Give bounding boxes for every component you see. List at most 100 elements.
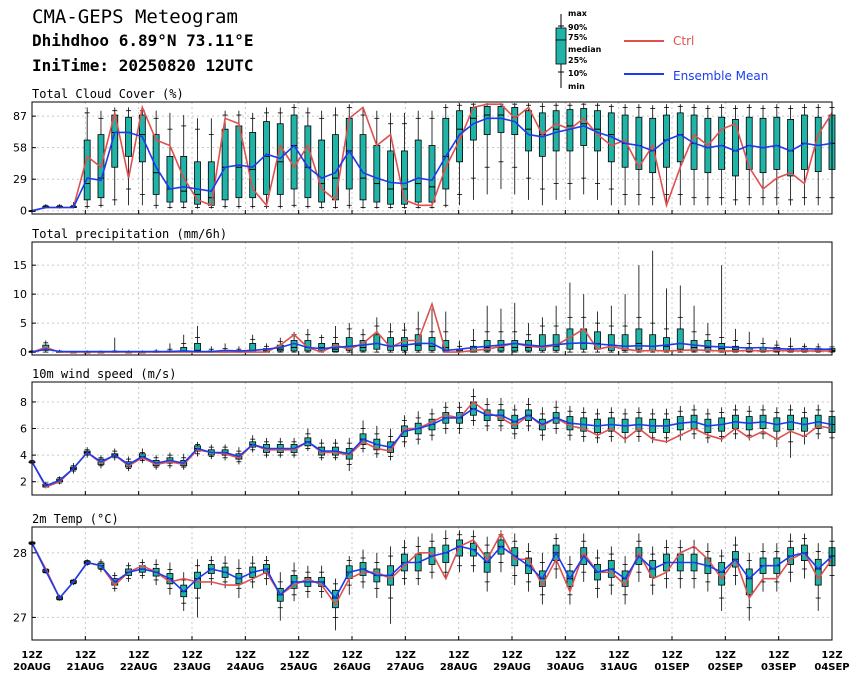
- box-plot: [166, 112, 174, 209]
- box-iqr: [773, 116, 781, 170]
- box-plot: [180, 115, 188, 209]
- legend-box-label: 90%: [568, 23, 587, 32]
- box-plot: [152, 110, 160, 209]
- box-iqr: [221, 128, 229, 201]
- box-plot: [690, 104, 698, 206]
- box-iqr: [483, 105, 491, 136]
- panel-title: Total precipitation (mm/6h): [32, 227, 227, 241]
- box-iqr: [635, 116, 643, 170]
- box-plot: [745, 331, 753, 353]
- box-plot: [801, 407, 808, 445]
- ensemble-mean-line: [31, 407, 833, 487]
- panel-1: Total Cloud Cover (%) 0 29 58 87: [13, 87, 836, 218]
- ensemble-mean-line: [31, 542, 833, 600]
- legend-box-upper: [555, 27, 567, 41]
- box-plot: [221, 110, 229, 209]
- box-iqr: [732, 118, 739, 177]
- y-tick-label: 27: [13, 611, 27, 624]
- box-iqr: [718, 116, 726, 170]
- x-tick-hour: 12Z: [821, 650, 842, 661]
- box-plot: [594, 103, 601, 200]
- box-iqr: [414, 139, 422, 203]
- box-plot: [718, 104, 726, 206]
- box-iqr: [263, 121, 270, 195]
- legend-box-label: 10%: [568, 69, 587, 78]
- x-tick-hour: 12Z: [715, 650, 736, 661]
- box-plot: [732, 328, 739, 353]
- ctrl-line: [31, 103, 833, 212]
- box-iqr: [814, 558, 822, 586]
- panel-frame: [31, 101, 833, 215]
- box-plot: [538, 103, 546, 206]
- box-plot: [387, 546, 395, 624]
- box-plot: [663, 104, 670, 206]
- box-plot: [787, 105, 795, 206]
- panel-title: 10m wind speed (m/s): [32, 367, 177, 381]
- box-plot: [801, 104, 808, 206]
- x-tick-hour: 12Z: [21, 650, 42, 661]
- x-tick-hour: 12Z: [555, 650, 576, 661]
- box-iqr: [621, 334, 629, 351]
- x-tick-hour: 12Z: [341, 650, 362, 661]
- box-iqr: [387, 150, 395, 205]
- y-tick-label: 28: [13, 547, 27, 560]
- box-plot: [635, 104, 643, 206]
- box-plot: [525, 323, 532, 353]
- legend-box-label: 25%: [568, 56, 587, 65]
- box-plot: [359, 328, 367, 353]
- box-plot: [125, 107, 132, 206]
- box-iqr: [428, 145, 436, 203]
- y-tick-label: 58: [13, 142, 27, 155]
- box-plot: [649, 546, 657, 595]
- box-iqr: [676, 112, 684, 163]
- box-iqr: [166, 155, 174, 203]
- box-plot: [373, 425, 381, 458]
- box-iqr: [801, 114, 808, 170]
- box-plot: [676, 285, 684, 353]
- box-iqr: [759, 117, 767, 174]
- x-tick-date: 04SEP: [814, 662, 849, 673]
- x-tick-date: 30AUG: [546, 662, 584, 673]
- box-plot: [594, 549, 601, 599]
- x-tick-hour: 12Z: [448, 650, 469, 661]
- box-plot: [704, 105, 712, 206]
- legend-box-lower: [555, 39, 567, 65]
- box-plot: [304, 428, 312, 452]
- box-plot: [745, 552, 753, 621]
- box-plot: [401, 323, 408, 353]
- box-iqr: [304, 125, 312, 199]
- box-plot: [483, 305, 491, 353]
- box-plot: [469, 328, 477, 353]
- legend-box-label: median: [568, 45, 602, 54]
- box-iqr: [525, 110, 532, 152]
- y-tick-label: 6: [20, 423, 27, 436]
- y-tick-label: 5: [20, 317, 27, 330]
- box-iqr: [552, 334, 560, 351]
- box-plot: [194, 326, 201, 353]
- box-plot: [290, 104, 298, 208]
- box-plot: [732, 105, 739, 206]
- box-plot: [249, 112, 257, 209]
- box-plot: [414, 311, 422, 353]
- box-iqr: [194, 571, 201, 589]
- box-plot: [456, 103, 463, 206]
- panel-4: 2m Temp (°C) 27 28: [13, 512, 836, 641]
- x-tick-hour: 12Z: [288, 650, 309, 661]
- box-plot: [649, 250, 657, 353]
- box-plot: [663, 288, 670, 353]
- box-iqr: [663, 114, 670, 168]
- y-tick-label: 10: [13, 288, 27, 301]
- box-iqr: [511, 340, 519, 352]
- box-plot: [359, 420, 367, 453]
- y-tick-label: 8: [20, 396, 27, 409]
- box-plot: [318, 334, 326, 353]
- box-plot: [718, 265, 726, 353]
- box-plot: [773, 543, 781, 592]
- box-plot: [483, 103, 491, 195]
- box-plot: [428, 308, 436, 353]
- box-iqr: [125, 116, 132, 157]
- box-iqr: [373, 145, 381, 203]
- box-plot: [676, 539, 684, 589]
- legend: max 90%75% median 25% 10% min Ctrl Ensemble Mea…: [555, 9, 768, 91]
- y-tick-label: 0: [20, 346, 27, 359]
